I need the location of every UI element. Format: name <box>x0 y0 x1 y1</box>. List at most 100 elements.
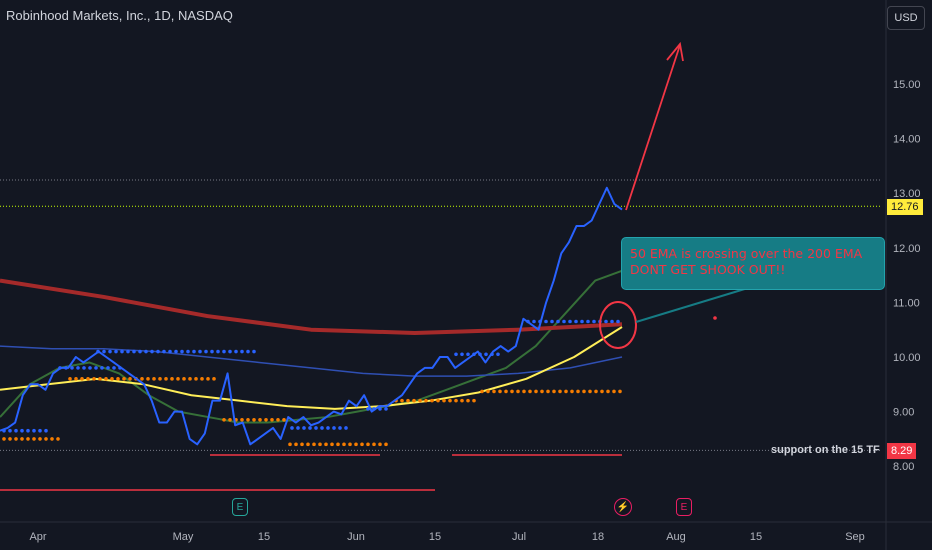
stop-dot <box>326 426 330 430</box>
stop-dot <box>32 437 36 441</box>
stop-dot <box>586 319 590 324</box>
earnings-icon[interactable]: E <box>676 498 692 516</box>
stop-dot <box>240 349 244 354</box>
callout-text: 50 EMA is crossing over the 200 EMA DONT… <box>630 246 863 277</box>
stop-dot <box>400 398 404 403</box>
stop-dot <box>14 428 18 433</box>
stop-dot <box>56 437 60 441</box>
stop-dot <box>570 389 574 394</box>
stop-dot <box>222 417 226 422</box>
stop-dot <box>592 319 596 324</box>
stop-dot <box>186 349 190 354</box>
stop-dot <box>14 437 18 441</box>
arrow-head <box>666 41 684 62</box>
stop-dot <box>102 349 106 354</box>
stop-dot <box>294 442 298 447</box>
stop-dot <box>156 349 160 354</box>
stop-dot <box>454 398 458 403</box>
stop-dot <box>472 398 476 403</box>
stop-dot <box>600 389 604 394</box>
stop-dot <box>534 389 538 394</box>
stop-dot <box>270 417 274 422</box>
stop-dot <box>532 319 536 324</box>
stop-dot <box>138 349 142 354</box>
stop-dot <box>162 349 166 354</box>
stop-dot <box>92 377 96 381</box>
stop-dot <box>140 377 144 381</box>
stop-dot <box>604 319 608 324</box>
stop-dot <box>116 377 120 381</box>
stop-dot <box>324 442 328 447</box>
stop-dot <box>330 442 334 447</box>
stop-dot <box>152 377 156 381</box>
stop-dot <box>546 389 550 394</box>
stop-dot <box>312 442 316 447</box>
stop-dot <box>98 377 102 381</box>
stop-dot <box>100 366 104 370</box>
ema-50-line <box>0 326 623 410</box>
stop-dot <box>106 366 110 370</box>
stop-dot <box>552 389 556 394</box>
stop-dot <box>86 377 90 381</box>
stop-dot <box>104 377 108 381</box>
stop-dot <box>484 352 488 357</box>
stop-dot <box>170 377 174 381</box>
stop-dot <box>76 366 80 370</box>
stop-dot <box>228 349 232 354</box>
stop-dot <box>288 442 292 447</box>
stop-dot <box>318 442 322 447</box>
stop-dot <box>544 319 548 324</box>
stop-dot <box>200 377 204 381</box>
currency-button[interactable]: USD <box>887 6 925 30</box>
stop-dot <box>610 319 614 324</box>
stop-dot <box>480 389 484 394</box>
x-tick-label: Jun <box>347 531 365 543</box>
stop-dot <box>126 349 130 354</box>
stop-dot <box>378 407 382 411</box>
y-tick-label: 12.00 <box>893 243 921 255</box>
stop-dot <box>302 426 306 430</box>
stop-dot <box>180 349 184 354</box>
stop-dot <box>110 377 114 381</box>
stop-dot <box>68 377 72 381</box>
stop-dot <box>70 366 74 370</box>
y-tick-label: 15.00 <box>893 79 921 91</box>
stop-dot <box>342 442 346 447</box>
marker-dot <box>713 316 717 320</box>
stop-dot <box>264 417 268 422</box>
stop-dot <box>360 442 364 447</box>
stop-dot <box>336 442 340 447</box>
stop-dot <box>562 319 566 324</box>
dividend-icon[interactable]: ⚡ <box>614 498 632 516</box>
stop-dot <box>372 442 376 447</box>
stop-dot <box>574 319 578 324</box>
stop-dot <box>150 349 154 354</box>
y-tick-label: 10.00 <box>893 352 921 364</box>
annotation-callout[interactable]: 50 EMA is crossing over the 200 EMA DONT… <box>621 237 885 290</box>
stop-dot <box>216 349 220 354</box>
stop-dot <box>8 437 12 441</box>
stop-dot <box>430 398 434 403</box>
stop-dot <box>94 366 98 370</box>
x-tick-label: 15 <box>429 531 441 543</box>
y-tick-label: 9.00 <box>893 407 914 419</box>
stop-dot <box>82 366 86 370</box>
x-tick-label: Jul <box>512 531 526 543</box>
stop-dot <box>594 389 598 394</box>
stop-dot <box>460 398 464 403</box>
stop-dot <box>252 349 256 354</box>
stop-dot <box>378 442 382 447</box>
stop-dot <box>436 398 440 403</box>
stop-dot <box>448 398 452 403</box>
stop-dot <box>108 349 112 354</box>
ema-slow-line <box>0 345 623 377</box>
stop-dot <box>206 377 210 381</box>
y-tick-label: 14.00 <box>893 134 921 146</box>
stop-dot <box>510 389 514 394</box>
stop-dot <box>460 352 464 357</box>
stop-dot <box>308 426 312 430</box>
earnings-icon[interactable]: E <box>232 498 248 516</box>
stop-dot <box>338 426 342 430</box>
x-tick-label: May <box>173 531 194 543</box>
